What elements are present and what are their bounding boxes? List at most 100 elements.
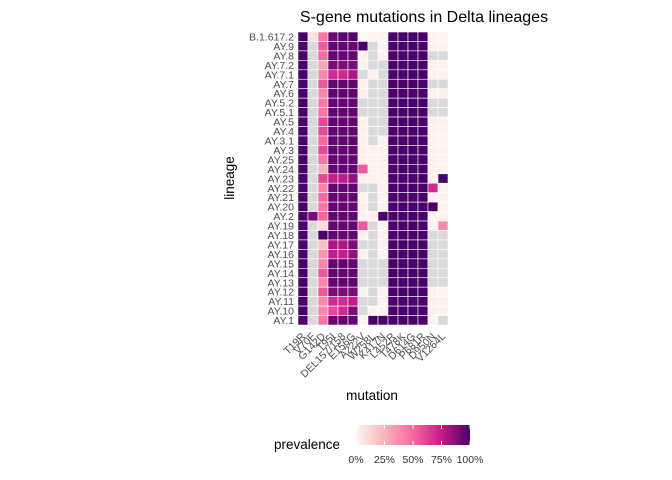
heatmap-cell [417, 31, 429, 42]
heatmap-cell [337, 69, 349, 80]
heatmap-cell [367, 286, 379, 297]
heatmap-cell [297, 60, 309, 71]
heatmap-cell [427, 164, 439, 175]
heatmap-cell [297, 154, 309, 165]
heatmap-cell [397, 173, 409, 184]
heatmap-cell [327, 31, 339, 42]
heatmap-cell [387, 305, 399, 316]
heatmap-cell [357, 135, 369, 146]
heatmap-cell [397, 211, 409, 222]
heatmap-cell [427, 211, 439, 222]
heatmap-cell [337, 201, 349, 212]
heatmap-cell [407, 145, 419, 156]
heatmap-cell [307, 154, 319, 165]
heatmap-cell [437, 154, 449, 165]
heatmap-cell [327, 182, 339, 193]
heatmap-cell [367, 267, 379, 279]
heatmap-cell [297, 182, 309, 193]
heatmap-cell [387, 249, 399, 260]
heatmap-cell [297, 286, 309, 297]
heatmap-cell [327, 135, 339, 146]
heatmap-cell [367, 192, 379, 203]
heatmap-cell [407, 126, 419, 137]
y-tick-label: AY.22 [268, 183, 295, 195]
heatmap-cell [317, 107, 329, 118]
heatmap-cell [307, 220, 319, 231]
heatmap-cell [417, 277, 429, 288]
heatmap-cell [337, 126, 349, 137]
heatmap-cell [367, 41, 379, 52]
heatmap-cell [347, 31, 359, 42]
heatmap-cell [357, 41, 369, 52]
heatmap-cell [427, 220, 439, 231]
heatmap-cell [337, 88, 349, 99]
y-tick-label: AY.8 [273, 50, 294, 62]
heatmap-cell [337, 249, 349, 260]
heatmap-cell [437, 296, 449, 307]
heatmap-cell [347, 135, 359, 146]
y-axis-ticks: B.1.617.2AY.9AY.8AY.7.2AY.7.1AY.7AY.6AY.… [249, 32, 294, 328]
heatmap-cell [357, 88, 369, 99]
heatmap-cell [377, 192, 389, 203]
heatmap-cell [397, 41, 409, 52]
heatmap-cell [367, 88, 379, 99]
heatmap-cell [317, 78, 329, 90]
y-tick-label: AY.21 [268, 192, 295, 204]
heatmap-cell [317, 135, 329, 146]
y-tick-label: AY.23 [268, 173, 295, 185]
heatmap-cell [317, 201, 329, 212]
heatmap-cell [427, 31, 439, 42]
heatmap-cell [417, 69, 429, 80]
heatmap-cell [347, 220, 359, 231]
heatmap-cell [327, 41, 339, 52]
heatmap-cell [307, 116, 319, 127]
heatmap-cell [337, 116, 349, 127]
heatmap-cell [417, 211, 429, 222]
heatmap-cell [337, 78, 349, 90]
heatmap-cell [387, 239, 399, 250]
heatmap-cell [317, 249, 329, 260]
heatmap-cell [407, 154, 419, 165]
legend: prevalence 0% 25% 50% 75% 100% [274, 425, 483, 466]
y-tick-label: AY.3 [273, 145, 294, 157]
heatmap-cell [297, 277, 309, 288]
x-axis-title: mutation [346, 388, 398, 403]
heatmap-cell [427, 97, 439, 108]
heatmap-cell [427, 116, 439, 127]
heatmap-cell [367, 97, 379, 108]
heatmap-cell [327, 220, 339, 231]
heatmap-cell [387, 107, 399, 118]
heatmap-cell [347, 60, 359, 71]
heatmap-cell [417, 192, 429, 203]
heatmap-cell [347, 182, 359, 193]
heatmap-cell [327, 50, 339, 61]
heatmap-cell [307, 173, 319, 184]
heatmap-cell [337, 315, 349, 326]
heatmap-cell [407, 315, 419, 326]
heatmap-cell [307, 164, 319, 175]
heatmap-cell [407, 230, 419, 241]
heatmap-cell [417, 135, 429, 146]
heatmap-cell [327, 192, 339, 203]
heatmap-cell [327, 239, 339, 250]
heatmap-cell [417, 50, 429, 61]
heatmap-cell [387, 258, 399, 269]
heatmap-cell [357, 239, 369, 250]
heatmap-cell [307, 135, 319, 146]
heatmap-cell [307, 211, 319, 222]
heatmap-cell [307, 277, 319, 288]
heatmap-cell [367, 50, 379, 61]
heatmap-cell [347, 296, 359, 307]
heatmap-cell [357, 192, 369, 203]
heatmap-cell [437, 31, 449, 42]
heatmap-cell [337, 211, 349, 222]
heatmap-cell [367, 173, 379, 184]
heatmap-cell [307, 239, 319, 250]
heatmap-cell [337, 267, 349, 279]
y-tick-label: AY.7 [273, 79, 294, 91]
heatmap-cell [347, 107, 359, 118]
heatmap-cell [317, 192, 329, 203]
heatmap-cell [367, 126, 379, 137]
heatmap-cell [427, 78, 439, 90]
heatmap-cell [397, 230, 409, 241]
